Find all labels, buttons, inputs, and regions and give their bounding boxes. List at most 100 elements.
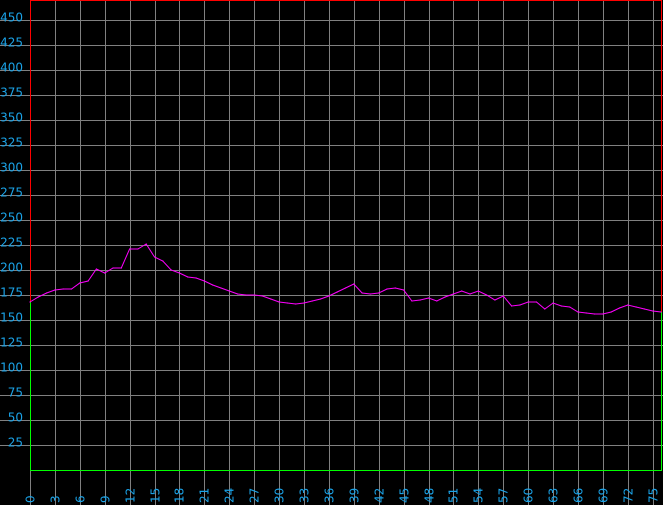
data-point [220,287,222,289]
data-point [162,260,164,262]
data-point [95,268,98,270]
data-point [660,311,662,313]
data-point [577,311,579,313]
data-point [344,287,347,289]
data-point [419,299,421,301]
y-tick-label: 250 [0,211,23,225]
x-tick-label: 39 [348,488,362,503]
y-tick-label: 350 [0,111,23,125]
y-tick-label: 125 [0,336,23,350]
data-point [228,290,230,292]
y-tick-label: 50 [8,411,23,425]
y-tick-label: 200 [0,261,23,275]
data-point [137,248,139,250]
data-point [452,293,455,295]
data-point [353,283,355,285]
data-point [245,294,247,296]
y-tick-label: 150 [0,311,23,325]
data-point [618,307,621,309]
data-point [411,300,413,302]
data-point [153,256,156,258]
x-tick-label: 15 [149,488,163,503]
y-tick-label: 275 [0,186,23,200]
data-point [444,296,446,298]
data-point [295,303,297,305]
x-tick-label: 24 [223,488,237,503]
data-point [652,310,654,312]
x-tick-label: 48 [423,488,437,503]
x-tick-label: 54 [472,488,486,503]
x-tick-label: 27 [248,488,262,503]
data-point [112,267,114,269]
x-tick-label: 45 [398,488,412,503]
data-point [328,295,330,297]
data-point [494,299,496,301]
x-tick-label: 72 [622,488,636,503]
data-point [187,276,189,278]
data-point [203,280,205,282]
data-point [510,305,513,307]
data-point [427,297,430,299]
y-tick-label: 300 [0,161,23,175]
data-point [361,292,363,294]
data-point [394,287,396,289]
y-tick-label: 400 [0,61,23,75]
data-point [378,292,380,294]
data-point [195,277,197,279]
data-point [469,293,471,295]
x-tick-label: 57 [497,488,511,503]
data-point [560,305,562,307]
x-tick-label: 9 [99,495,113,503]
data-point [461,290,463,292]
data-point [477,290,479,292]
data-point [585,312,587,314]
y-tick-label: 175 [0,286,23,300]
y-tick-label: 75 [8,386,23,400]
series-line [29,243,662,315]
y-tick-label: 225 [0,236,23,250]
x-tick-label: 63 [547,488,561,503]
x-tick-label: 66 [572,488,586,503]
data-point [602,313,604,315]
data-point [527,301,529,303]
y-tick-label: 325 [0,136,23,150]
x-tick-label: 60 [522,488,536,503]
data-point [54,289,56,291]
data-point [70,288,73,290]
data-point [486,294,488,296]
data-point [286,302,288,304]
x-tick-label: 12 [124,488,138,503]
data-point [593,313,596,315]
x-tick-label: 69 [597,488,611,503]
y-tick-label: 25 [8,436,23,450]
data-point [46,292,48,294]
y-tick-label: 100 [0,361,23,375]
x-tick-label: 21 [198,488,212,503]
data-point [386,288,388,290]
data-point [552,302,554,304]
data-point [519,304,521,306]
y-tick-label: 375 [0,86,23,100]
data-point [635,306,637,308]
data-point [29,301,31,303]
data-point [261,295,264,297]
data-point [436,300,438,302]
data-point [369,293,372,295]
y-tick-label: 450 [0,11,23,25]
data-point [129,248,131,250]
data-point [104,272,106,274]
data-point [643,308,645,310]
x-tick-label: 36 [323,488,337,503]
data-point [145,243,147,245]
x-tick-label: 6 [74,495,88,503]
data-point [236,293,239,295]
x-tick-label: 30 [273,488,287,503]
data-point [544,308,546,310]
data-point [535,301,538,303]
data-point [403,289,405,291]
data-point [610,311,612,313]
data-point [336,291,338,293]
data-point [120,267,122,269]
